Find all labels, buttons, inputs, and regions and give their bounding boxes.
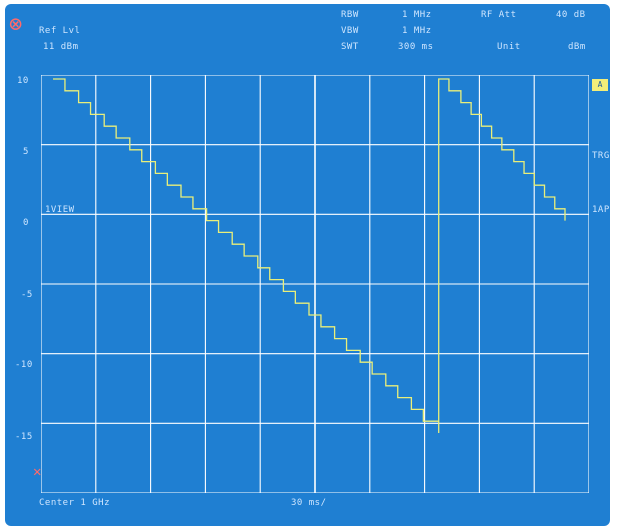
y-tick-label: -10: [15, 360, 33, 370]
y-tick-label: -5: [21, 290, 33, 300]
y-tick-label: 10: [17, 76, 29, 86]
y-tick-label: 0: [23, 218, 29, 228]
center-frequency-label: Center 1 GHz: [39, 498, 111, 508]
rbw-value: 1 MHz: [402, 10, 432, 20]
trace-plot: [41, 75, 589, 493]
vbw-value: 1 MHz: [402, 26, 432, 36]
trace-line: [53, 78, 566, 433]
ref-level-label: Ref Lvl: [39, 26, 81, 36]
trigger-label: TRG: [592, 151, 610, 161]
rf-att-label: RF Att: [481, 10, 517, 20]
graticule: [41, 75, 589, 493]
y-tick-label: 5: [23, 147, 29, 157]
sweep-time-value: 300 ms: [398, 42, 434, 52]
reference-marker-icon: ⊗: [9, 12, 23, 37]
unit-value: dBm: [568, 42, 586, 52]
sap-label: 1AP: [592, 205, 610, 215]
ref-level-value: 11 dBm: [43, 42, 79, 52]
trace-mode-label: 1VIEW: [45, 205, 75, 215]
y-tick-label: -15: [15, 432, 33, 442]
marker-icon: ✕: [33, 464, 42, 480]
analyzer-screen: ⊗ Ref Lvl 11 dBm RBW 1 MHz RF Att 40 dB …: [5, 4, 610, 526]
sweep-time-label: SWT: [341, 42, 359, 52]
trace-badge: A: [592, 79, 608, 91]
rf-att-value: 40 dB: [556, 10, 586, 20]
vbw-label: VBW: [341, 26, 359, 36]
rbw-label: RBW: [341, 10, 359, 20]
sweep-span-label: 30 ms/: [291, 498, 327, 508]
unit-label: Unit: [497, 42, 521, 52]
